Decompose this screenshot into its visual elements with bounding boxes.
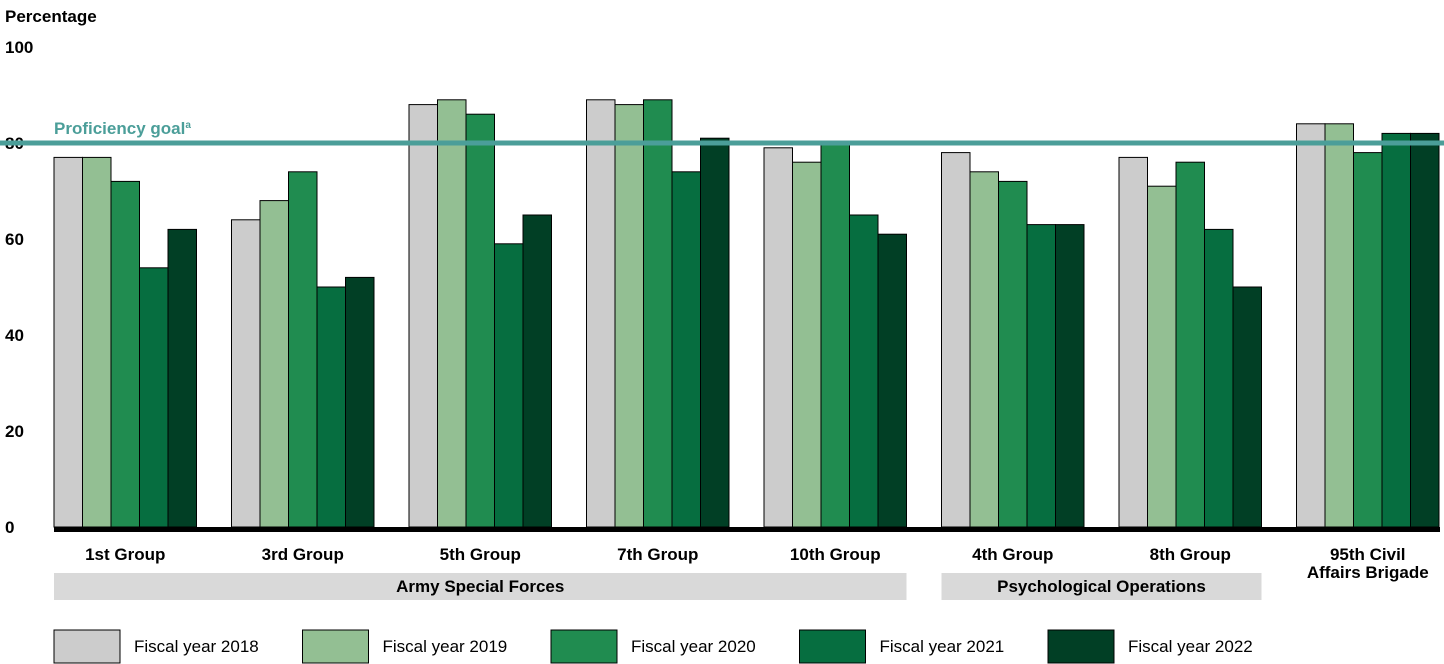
bar — [1410, 132, 1440, 528]
bars — [53, 99, 1440, 528]
y-tick-label: 20 — [5, 422, 24, 441]
legend-label: Fiscal year 2019 — [383, 637, 508, 656]
bar — [792, 161, 822, 528]
bar — [763, 147, 793, 528]
baseline-axis — [54, 527, 1440, 532]
legend-label: Fiscal year 2022 — [1128, 637, 1253, 656]
category-label: 95th Civil — [1330, 545, 1406, 564]
bar — [941, 152, 971, 528]
proficiency-goal-line: Proficiency goala — [0, 119, 1444, 146]
category-label: 10th Group — [790, 545, 881, 564]
bar — [1055, 224, 1085, 528]
proficiency-goal-label: Proficiency goala — [54, 119, 191, 138]
legend-swatch — [1047, 629, 1115, 664]
category-label: 1st Group — [85, 545, 165, 564]
bar — [139, 267, 169, 528]
legend-label: Fiscal year 2021 — [880, 637, 1005, 656]
bar — [53, 156, 83, 528]
category-group-label: Psychological Operations — [997, 577, 1206, 596]
x-axis-baseline — [54, 527, 1440, 532]
category-group-band — [941, 573, 1262, 600]
bar — [259, 200, 289, 528]
category-label: 8th Group — [1150, 545, 1231, 564]
legend-swatch — [53, 629, 121, 664]
bar — [700, 137, 730, 528]
bar — [1147, 185, 1177, 528]
category-label: 4th Group — [972, 545, 1053, 564]
legend-swatch — [302, 629, 369, 664]
bar — [316, 286, 346, 528]
category-group-label: Army Special Forces — [396, 577, 564, 596]
bar — [1118, 156, 1148, 528]
bar — [1175, 161, 1205, 528]
bar — [820, 142, 850, 528]
legend-swatch — [799, 629, 866, 664]
bar — [522, 214, 552, 528]
bar — [110, 180, 140, 528]
category-label: 5th Group — [440, 545, 521, 564]
y-axis-title: Percentage — [5, 7, 97, 26]
legend: Fiscal year 2018 Fiscal year 2019 Fiscal y… — [53, 629, 1253, 664]
bar — [969, 171, 999, 528]
bar — [877, 233, 907, 528]
proficiency-goal-text: Proficiency goal — [54, 119, 185, 138]
y-tick-label: 0 — [5, 518, 14, 537]
bar — [1353, 152, 1383, 528]
bar — [643, 99, 673, 528]
category-label: 7th Group — [617, 545, 698, 564]
bar — [231, 219, 261, 528]
bar — [1296, 123, 1326, 528]
bar — [998, 180, 1028, 528]
bar — [465, 113, 495, 528]
legend-swatch — [550, 629, 618, 664]
bar — [1204, 228, 1234, 528]
legend-label: Fiscal year 2020 — [631, 637, 756, 656]
y-tick-label: 40 — [5, 326, 24, 345]
y-tick-label: 100 — [5, 38, 33, 57]
proficiency-goal-footnote: a — [185, 120, 191, 131]
x-axis: 1st Group 3rd Group 5th Group 7th Group 10th… — [85, 545, 1429, 582]
category-label: Affairs Brigade — [1307, 563, 1429, 582]
bar — [437, 99, 467, 528]
bar — [1232, 286, 1262, 528]
bar — [288, 171, 318, 528]
category-label: 3rd Group — [262, 545, 344, 564]
bar — [82, 156, 112, 528]
bar — [1381, 132, 1411, 528]
bar — [494, 243, 524, 528]
y-tick-label: 60 — [5, 230, 24, 249]
bar — [614, 104, 644, 528]
bar — [1026, 224, 1056, 528]
bar — [167, 228, 197, 528]
legend-label: Fiscal year 2018 — [134, 637, 259, 656]
bar — [345, 276, 375, 528]
bar — [1324, 123, 1354, 528]
bar — [408, 104, 438, 528]
bar — [671, 171, 701, 528]
category-groups: Army Special Forces Psychological Operati… — [54, 573, 1262, 600]
y-axis: Percentage020406080100 — [5, 7, 97, 537]
bar — [586, 99, 616, 528]
bar — [849, 214, 879, 528]
category-group-band — [54, 573, 907, 600]
